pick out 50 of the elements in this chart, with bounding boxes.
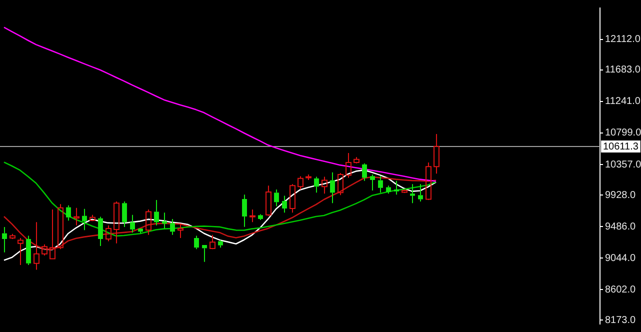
candlestick	[50, 208, 56, 260]
y-tick-label: 8602.0	[605, 284, 636, 296]
candlestick	[378, 176, 383, 194]
candlestick	[130, 214, 135, 234]
y-tick-label: 11241.0	[605, 96, 641, 108]
candlestick	[250, 208, 256, 223]
candlestick	[218, 240, 223, 248]
y-tick-label: 9486.0	[605, 221, 636, 232]
candlestick	[346, 152, 352, 178]
candlestick	[362, 162, 367, 182]
candlestick	[26, 235, 31, 266]
candlestick	[138, 228, 143, 234]
y-tick-label: 12112.0	[605, 34, 641, 46]
candlestick	[418, 184, 423, 202]
candlestick	[410, 184, 415, 204]
candlestick	[98, 216, 103, 246]
candlestick	[202, 245, 207, 262]
candlestick	[434, 133, 440, 174]
candlestick	[330, 172, 335, 204]
ref-line-label: 10611.3	[603, 141, 639, 152]
candlestick	[66, 204, 71, 222]
candlestick	[370, 174, 375, 191]
candlestick	[194, 235, 199, 250]
y-tick-label: 9928.0	[605, 190, 636, 201]
candlestick	[314, 176, 319, 194]
candlestick	[322, 176, 328, 194]
candlestick	[242, 194, 247, 228]
candlestick	[394, 180, 399, 196]
candlestick	[298, 176, 304, 190]
candlestick	[122, 201, 127, 228]
candlestick	[258, 214, 263, 220]
candlestick	[154, 199, 159, 226]
candlestick	[34, 222, 40, 270]
candlestick	[74, 207, 80, 226]
candlestick	[178, 223, 184, 239]
candlestick	[386, 185, 391, 194]
candlestick	[82, 208, 87, 231]
candlestick	[18, 238, 24, 266]
candlestick	[266, 185, 272, 216]
candlestick	[282, 195, 287, 214]
y-tick-label: 10357.0	[605, 159, 641, 170]
candlestick	[274, 188, 279, 207]
y-tick-label: 11683.0	[605, 64, 641, 76]
y-tick-label: 10799.0	[605, 128, 641, 139]
candlestick	[114, 201, 120, 244]
y-tick-label: 8173.0	[605, 314, 636, 326]
candlestick	[2, 226, 7, 253]
candlestick	[162, 212, 167, 230]
candlestick	[170, 218, 175, 236]
y-tick-label: 9044.0	[605, 252, 636, 264]
